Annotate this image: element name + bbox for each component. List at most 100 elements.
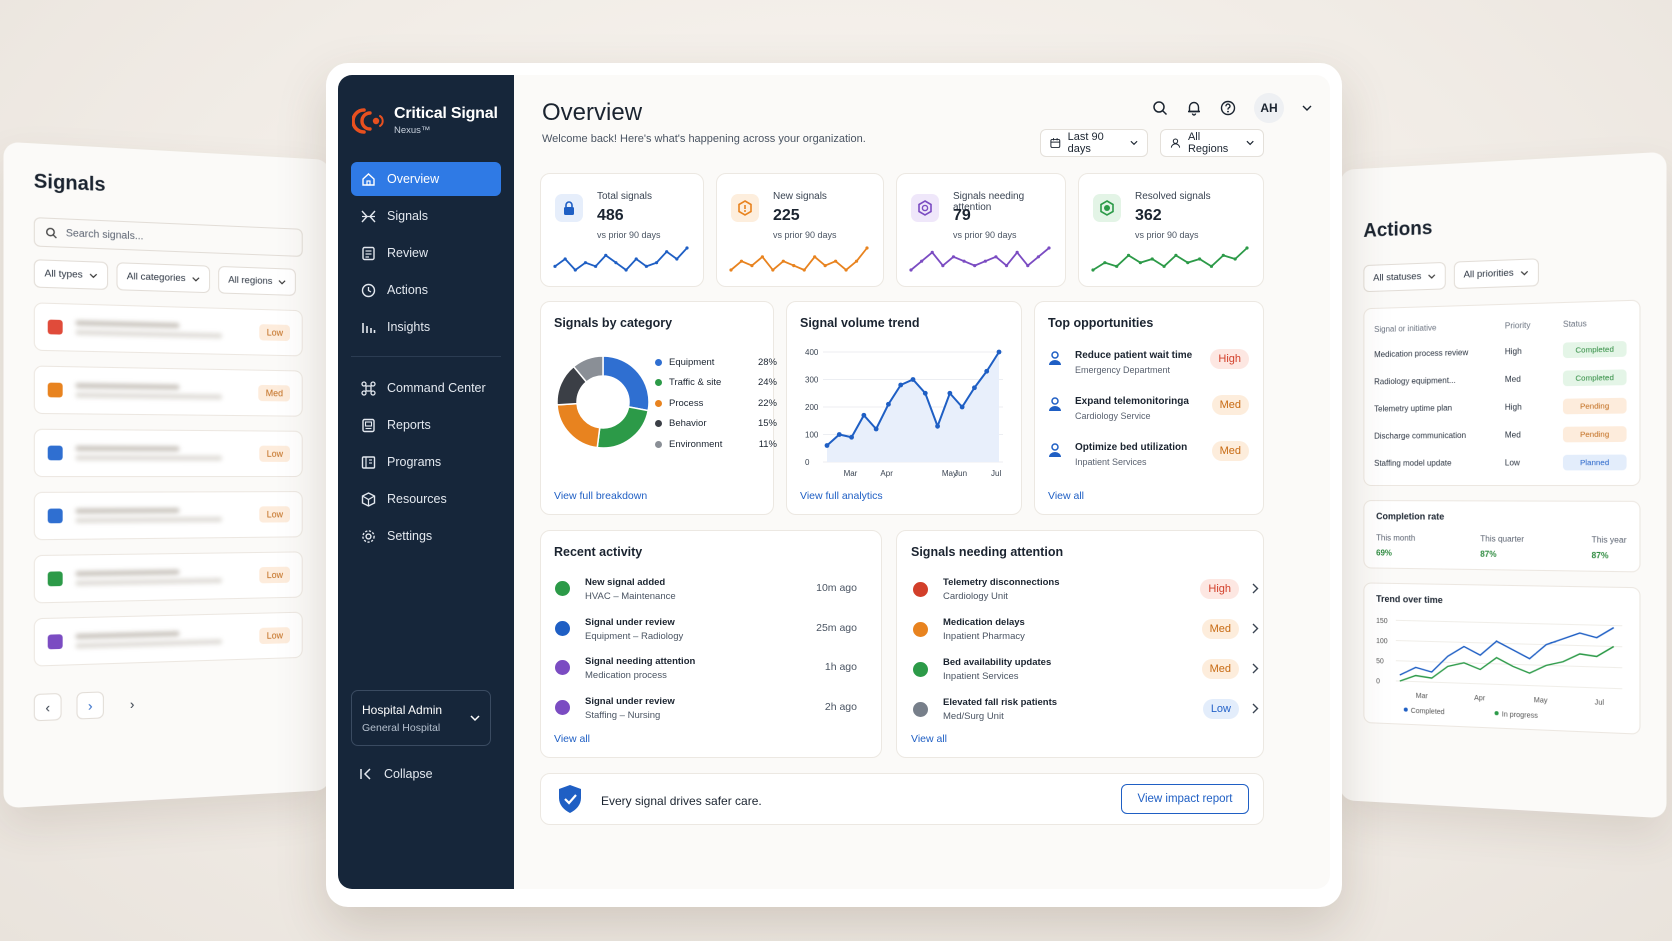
priority-badge: Low: [259, 445, 290, 462]
trend-point[interactable]: [861, 412, 867, 418]
attention-view-all-link[interactable]: View all: [911, 733, 947, 745]
sidebar-item-reports[interactable]: Reports: [351, 408, 501, 442]
chevron-down-icon: [470, 714, 480, 721]
activity-view-all-link[interactable]: View all: [554, 733, 590, 745]
signal-list-item[interactable]: Low: [33, 551, 303, 604]
sidebar-item-label: Resources: [387, 492, 447, 506]
signal-list-item[interactable]: Low: [33, 428, 303, 478]
donut-slice-environment[interactable]: [572, 355, 604, 384]
view-full-breakdown-link[interactable]: View full breakdown: [554, 490, 648, 502]
trend-point[interactable]: [959, 404, 965, 410]
sparkline-point: [553, 264, 557, 268]
avatar[interactable]: AH: [1254, 93, 1284, 123]
filter-dropdown[interactable]: All categories: [116, 262, 211, 294]
opportunity-item[interactable]: Expand telemonitoringa Cardiology Service: [1047, 396, 1247, 421]
signal-list-item[interactable]: Low: [33, 302, 303, 357]
signal-list-item[interactable]: Med: [33, 365, 303, 417]
legend-label: Equipment: [669, 356, 715, 368]
trend-point[interactable]: [935, 423, 940, 429]
activity-item[interactable]: Signal under review Equipment – Radiology…: [555, 615, 857, 647]
help-icon[interactable]: [1220, 100, 1236, 116]
filter-dropdown[interactable]: All types: [33, 259, 109, 290]
sidebar-item-insights[interactable]: Insights: [351, 310, 501, 344]
collapse-button[interactable]: Collapse: [360, 767, 433, 781]
trend-point[interactable]: [898, 382, 904, 388]
legend-item: Environment 11%: [655, 434, 777, 455]
trend-point[interactable]: [824, 443, 830, 448]
trend-point[interactable]: [922, 390, 928, 396]
sidebar-item-review[interactable]: Review: [351, 236, 501, 270]
view-impact-report-button[interactable]: View impact report: [1121, 784, 1249, 814]
search-icon[interactable]: [1152, 100, 1168, 116]
chevron-right-icon[interactable]: [1252, 583, 1259, 594]
signal-list-item[interactable]: Low: [33, 611, 303, 667]
sparkline-point: [941, 264, 945, 268]
donut-slice-process[interactable]: [556, 402, 601, 449]
sidebar-item-programs[interactable]: Programs: [351, 445, 501, 479]
filter-dropdown[interactable]: All priorities: [1453, 258, 1539, 290]
sparkline-point: [1245, 246, 1249, 250]
chevron-right-icon[interactable]: [1252, 623, 1259, 634]
kpi-sparkline: [729, 246, 869, 272]
filter-dropdown[interactable]: All statuses: [1363, 261, 1446, 293]
next-page-button[interactable]: ›: [76, 691, 104, 720]
region-filter[interactable]: All Regions: [1160, 129, 1264, 157]
activity-item[interactable]: New signal added HVAC – Maintenance 10m ag…: [555, 575, 857, 607]
sidebar-item-overview[interactable]: Overview: [351, 162, 501, 196]
attention-item[interactable]: Telemetry disconnections Cardiology Unit H…: [913, 576, 1259, 610]
sidebar-item-settings[interactable]: Settings: [351, 519, 501, 553]
chevron-right-icon[interactable]: [1252, 703, 1259, 714]
sidebar-item-resources[interactable]: Resources: [351, 482, 501, 516]
chevron-right-icon[interactable]: [1252, 663, 1259, 674]
trend-point[interactable]: [910, 377, 916, 382]
filter-dropdown[interactable]: All regions: [218, 265, 297, 296]
trend-point[interactable]: [996, 349, 1002, 355]
bell-icon[interactable]: [1186, 100, 1202, 116]
sidebar-item-command-center[interactable]: Command Center: [351, 371, 501, 405]
activity-time: 25m ago: [816, 621, 857, 634]
date-range-filter[interactable]: Last 90 days: [1040, 129, 1148, 157]
sidebar-item-signals[interactable]: Signals: [351, 199, 501, 233]
row-priority: Med: [1504, 374, 1521, 385]
x-tick-label: May: [1534, 697, 1548, 705]
activity-item[interactable]: Signal under review Staffing – Nursing 2h …: [555, 694, 857, 726]
attention-item[interactable]: Medication delays Inpatient Pharmacy Med: [913, 616, 1259, 650]
sidebar-item-actions[interactable]: Actions: [351, 273, 501, 307]
chevron-down-icon[interactable]: [1302, 105, 1312, 112]
trend-point[interactable]: [947, 390, 953, 396]
donut-slice-traffic-site[interactable]: [596, 405, 650, 449]
user-switcher[interactable]: Hospital Admin General Hospital: [351, 690, 491, 746]
trend-point[interactable]: [836, 432, 842, 437]
app-window: Critical Signal Nexus™ Overview Signals Re…: [326, 63, 1342, 907]
kpi-comparison: vs prior 90 days: [597, 230, 661, 240]
table-row[interactable]: Radiology equipment... Med Completed: [1374, 363, 1629, 395]
opportunity-item[interactable]: Reduce patient wait time Emergency Depart…: [1047, 350, 1247, 375]
table-row[interactable]: Staffing model update Low Planned: [1374, 448, 1629, 477]
attention-item[interactable]: Elevated fall risk patients Med/Surg Unit…: [913, 696, 1259, 730]
last-page-button[interactable]: ›: [129, 695, 135, 712]
signal-list-item[interactable]: Low: [33, 491, 303, 541]
trend-point[interactable]: [873, 426, 879, 432]
opportunities-view-all-link[interactable]: View all: [1048, 490, 1084, 502]
priority-badge: High: [1200, 579, 1239, 599]
trend-point[interactable]: [984, 368, 990, 374]
prev-page-button[interactable]: ‹: [33, 692, 62, 722]
opportunity-item[interactable]: Optimize bed utilization Inpatient Servic…: [1047, 442, 1247, 467]
x-tick-label: May: [942, 469, 957, 478]
person-icon: [1049, 397, 1061, 411]
trend-point[interactable]: [849, 434, 854, 440]
user-name: Hospital Admin: [362, 702, 443, 717]
attention-item[interactable]: Bed availability updates Inpatient Servic…: [913, 656, 1259, 690]
table-row[interactable]: Telemetry uptime plan High Pending: [1374, 391, 1629, 422]
activity-item[interactable]: Signal needing attention Medication proce…: [555, 654, 857, 686]
view-full-analytics-link[interactable]: View full analytics: [800, 490, 883, 502]
trend-point[interactable]: [886, 401, 891, 407]
trend-point[interactable]: [972, 385, 977, 391]
legend-dot: [655, 420, 662, 428]
sparkline-point: [1233, 257, 1237, 261]
opportunity-text: Optimize bed utilization Inpatient Servic…: [1075, 442, 1187, 467]
donut-slice-equipment[interactable]: [602, 355, 650, 412]
table-row[interactable]: Discharge communication Med Pending: [1374, 420, 1629, 450]
status-dot: [555, 699, 570, 715]
signals-search-input[interactable]: Search signals...: [33, 217, 303, 257]
